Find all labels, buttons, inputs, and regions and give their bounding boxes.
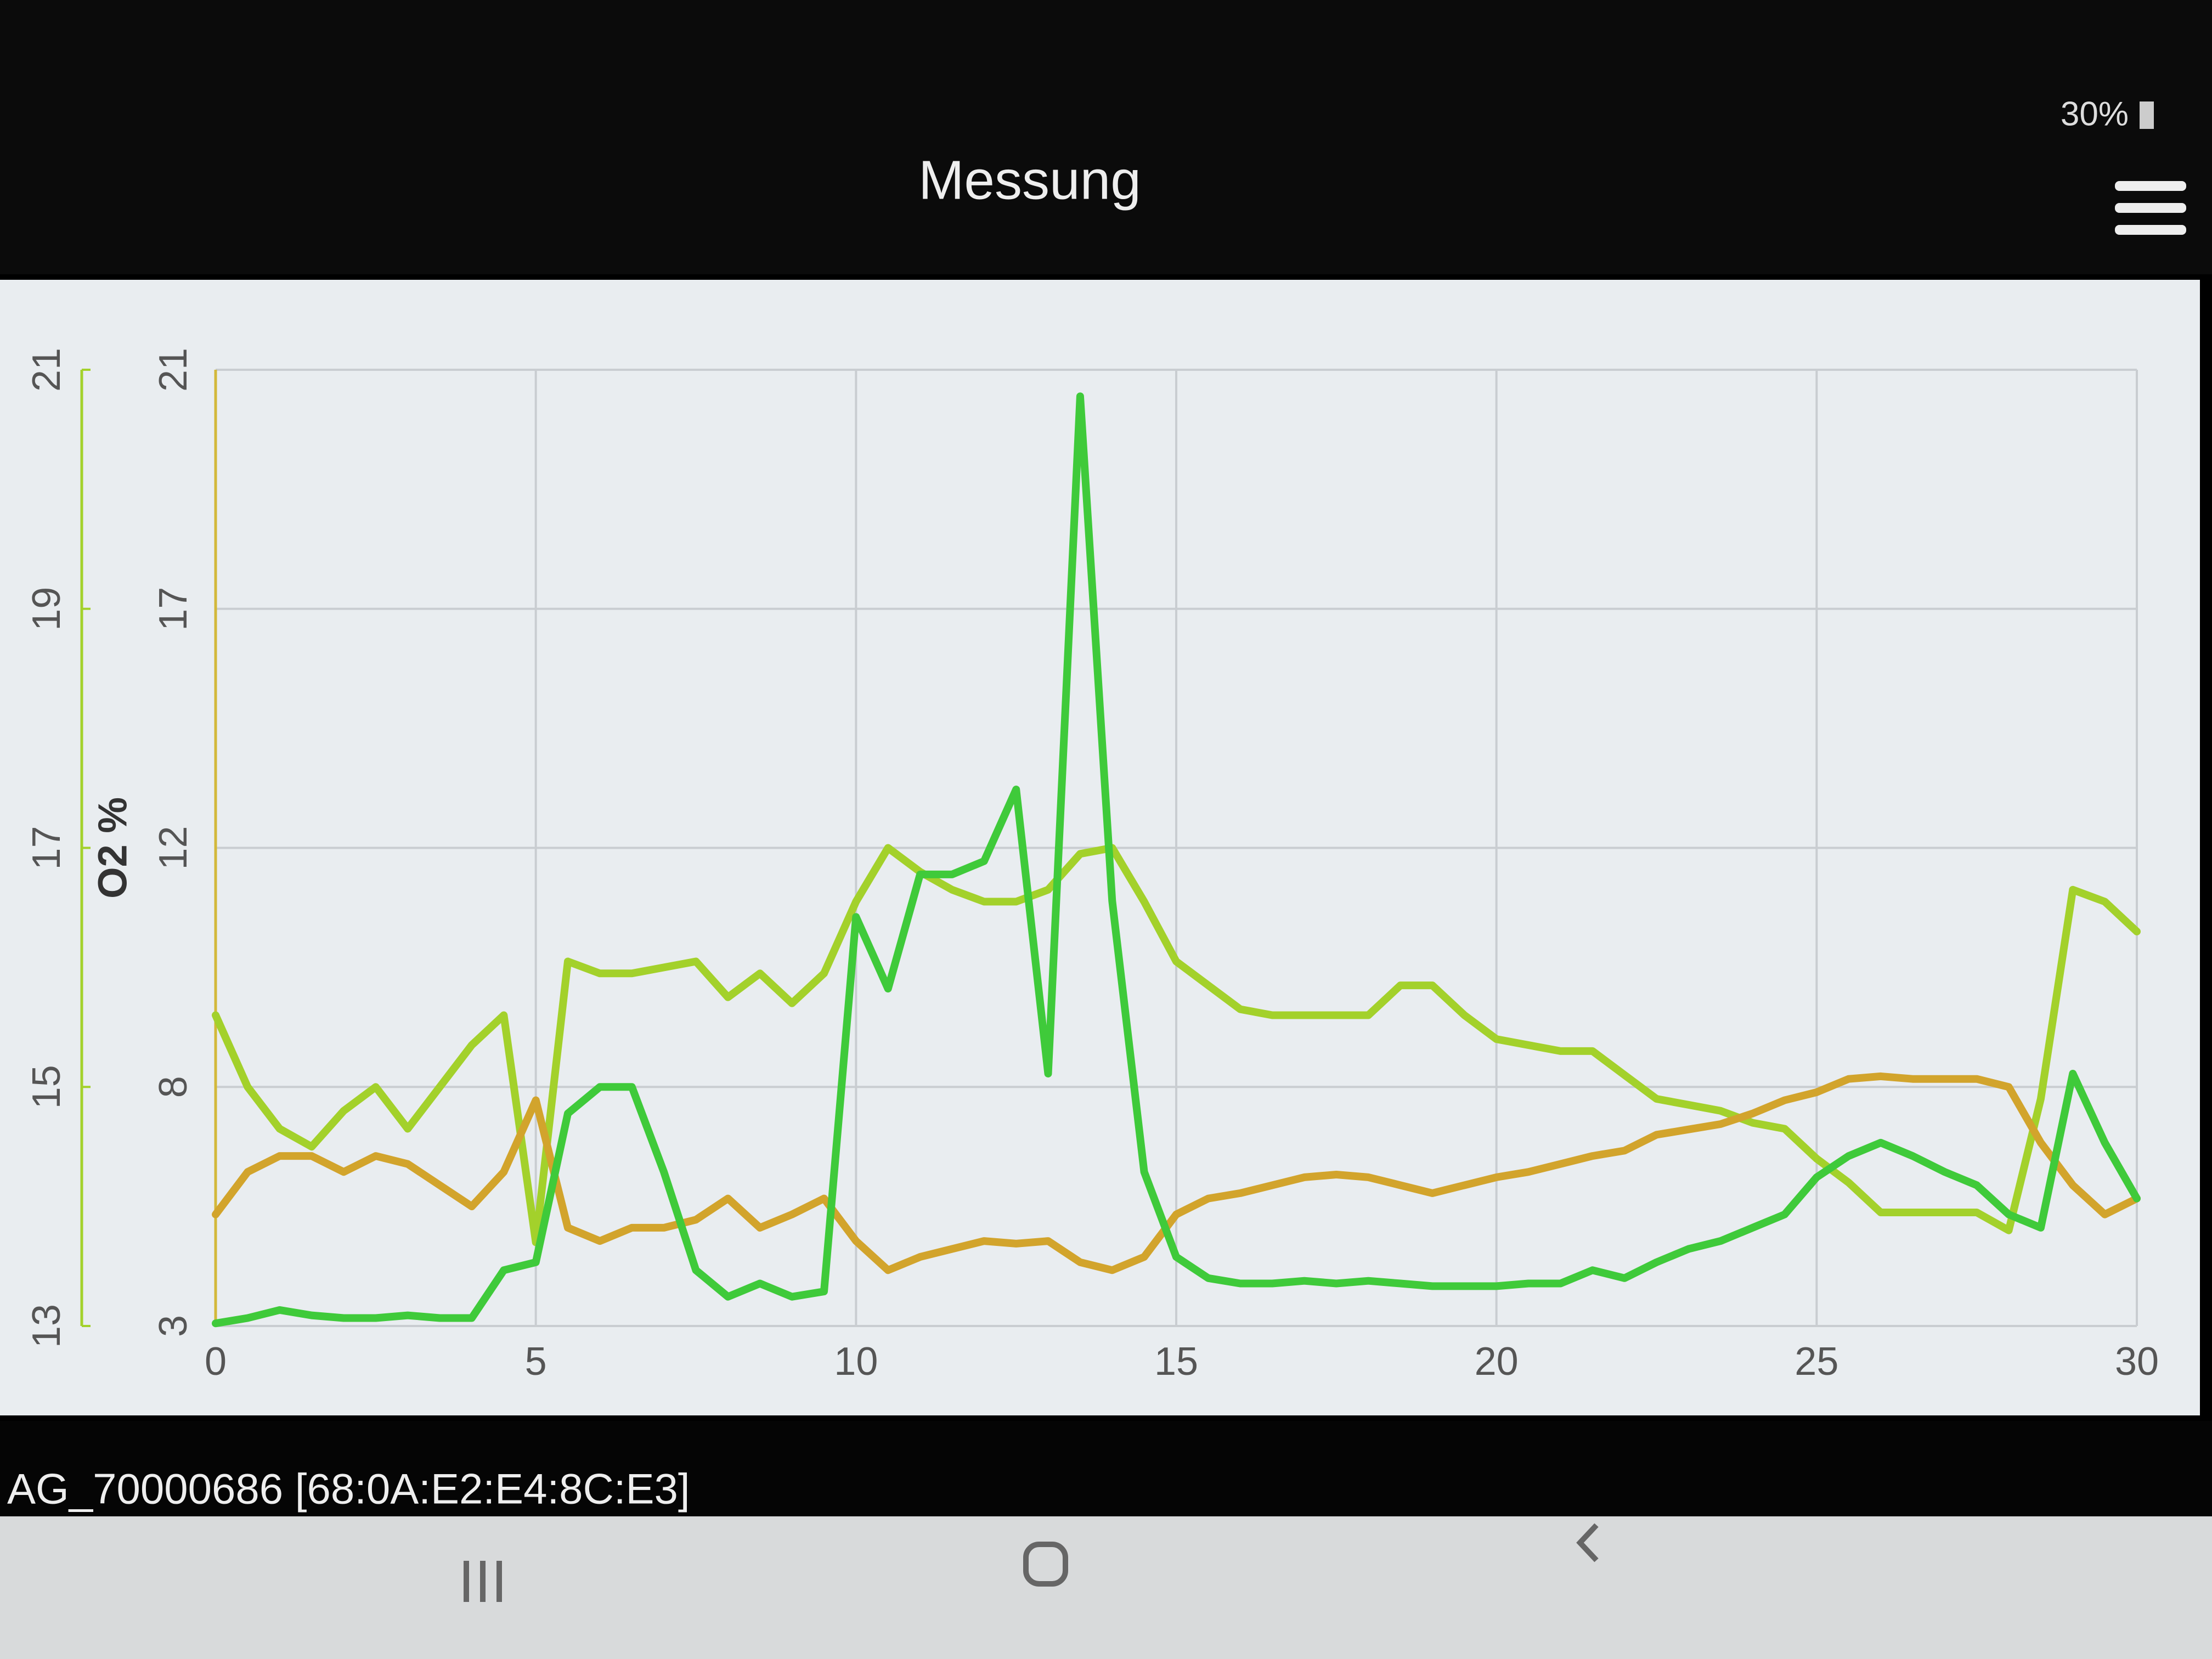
menu-bar[interactable] [2115,181,2186,191]
y2-tick-label: 17 [25,826,69,870]
y2-tick-label: 15 [25,1065,69,1109]
y2-axis-label: O2 % [90,797,136,899]
menu-bar[interactable] [2115,203,2186,213]
top-bar [0,0,2212,274]
y-tick-label: 12 [151,826,195,870]
series-line [212,1072,2141,1274]
x-tick-label: 20 [1475,1340,1519,1384]
device-id: AG_70000686 [68:0A:E2:E4:8C:E3] [7,1465,690,1513]
nav-icon[interactable] [464,1561,469,1602]
y2-tick-label: 13 [25,1304,69,1348]
x-tick-label: 15 [1154,1340,1198,1384]
battery: 30% [2061,95,2129,133]
y2-tick-label: 19 [25,587,69,631]
device-bar [0,1421,2212,1516]
series-line [212,392,2141,1328]
nav-bar [0,1516,2212,1659]
home-button[interactable] [1023,1542,1068,1587]
chart: 0 5 10 15 20 25 30 3 8 12 17 21 13 15 17 19 21 O2 % [25,348,2159,1384]
x-tick-label: 10 [834,1340,878,1384]
menu-bar[interactable] [2115,225,2186,235]
recents-button[interactable] [464,1561,502,1602]
y-tick-label: 3 [151,1315,195,1337]
y-tick-label: 21 [151,348,195,392]
x-tick-label: 5 [525,1340,547,1384]
menu-button[interactable] [2115,181,2186,235]
x-tick-label: 25 [1795,1340,1838,1384]
y-tick-label: 17 [151,587,195,631]
battery-icon [2140,101,2154,129]
nav-icon[interactable] [496,1561,502,1602]
nav-icon[interactable] [480,1561,486,1602]
series-line [212,844,2141,1246]
y2-tick-label: 21 [25,348,69,392]
screen-title: Messung [918,149,1141,211]
back-button[interactable] [1576,1523,1599,1562]
x-tick-label: 0 [205,1340,227,1384]
x-tick-label: 30 [2115,1340,2159,1384]
y-tick-label: 8 [151,1076,195,1098]
